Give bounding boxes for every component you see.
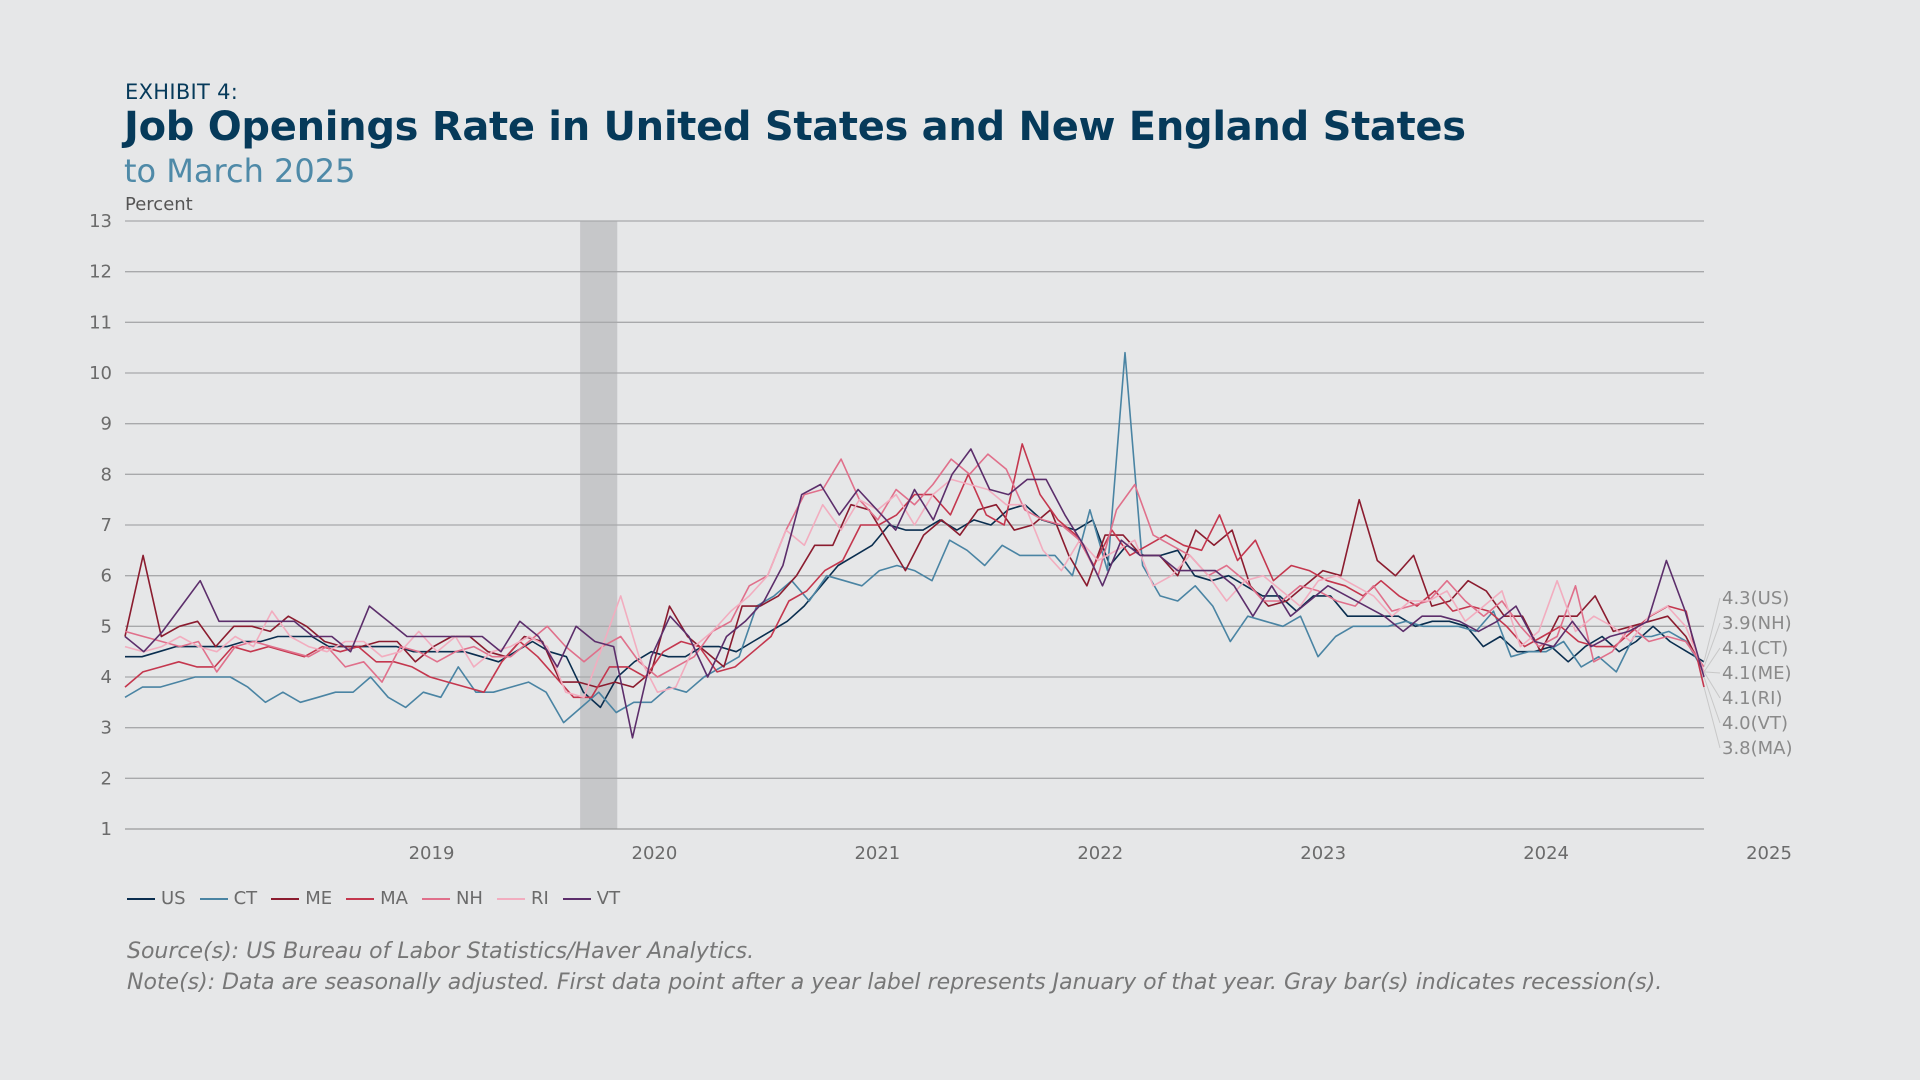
- legend-label: VT: [596, 888, 621, 909]
- x-tick-label: 2021: [854, 843, 900, 864]
- end-label-me: 4.1(ME): [1722, 663, 1792, 684]
- legend-label: MA: [380, 888, 408, 909]
- end-label-leader: [1703, 597, 1721, 662]
- legend-label: US: [161, 888, 186, 909]
- legend-label: ME: [305, 888, 333, 909]
- x-tick-label: 2020: [632, 843, 678, 864]
- legend-item-vt: VT: [562, 888, 621, 909]
- end-label-nh: 3.9(NH): [1722, 613, 1792, 634]
- y-tick-label: 7: [101, 515, 112, 536]
- x-tick-label: 2022: [1077, 843, 1123, 864]
- end-label-leader: [1703, 687, 1721, 749]
- x-tick-label: 2025: [1746, 843, 1792, 864]
- y-tick-label: 12: [89, 262, 112, 283]
- legend-swatch: [346, 897, 375, 900]
- y-tick-label: 13: [89, 211, 112, 232]
- legend-swatch: [421, 897, 450, 900]
- note-text: Note(s): Data are seasonally adjusted. F…: [127, 970, 1663, 995]
- end-label-leader: [1703, 671, 1721, 674]
- legend-label: RI: [530, 888, 549, 909]
- legend-swatch: [562, 897, 591, 900]
- series-line-us: [125, 503, 1705, 709]
- y-tick-label: 4: [101, 667, 112, 688]
- legend-swatch: [496, 897, 525, 900]
- legend-item-ct: CT: [199, 888, 258, 909]
- y-tick-label: 1: [101, 819, 112, 840]
- end-label-leader: [1703, 676, 1721, 724]
- chart-legend: US CT ME MA NH RI VT: [127, 888, 620, 909]
- legend-label: CT: [233, 888, 258, 909]
- end-label-leader: [1703, 622, 1721, 668]
- chart-title: Job Openings Rate in United States and N…: [124, 104, 1466, 150]
- legend-item-ma: MA: [346, 888, 408, 909]
- y-tick-label: 5: [101, 616, 112, 637]
- legend-item-nh: NH: [421, 888, 483, 909]
- legend-swatch: [271, 897, 300, 900]
- series-line-vt: [124, 448, 1705, 739]
- y-tick-label: 2: [101, 768, 112, 789]
- series-line-ma: [124, 443, 1705, 699]
- end-label-vt: 4.0(VT): [1722, 713, 1788, 734]
- y-tick-label: 3: [101, 718, 112, 739]
- end-label-leader: [1703, 671, 1721, 699]
- series-line-ri: [124, 478, 1705, 699]
- legend-label: NH: [455, 888, 483, 909]
- end-label-ct: 4.1(CT): [1722, 638, 1788, 659]
- chart-subtitle: to March 2025: [124, 152, 356, 190]
- y-tick-label: 10: [89, 363, 112, 384]
- y-tick-label: 8: [101, 464, 112, 485]
- source-text: Source(s): US Bureau of Labor Statistics…: [127, 939, 755, 964]
- y-tick-label: 9: [101, 414, 112, 435]
- y-tick-label: 6: [101, 566, 112, 587]
- end-label-ma: 3.8(MA): [1722, 738, 1793, 759]
- legend-swatch: [199, 897, 228, 900]
- x-tick-label: 2023: [1300, 843, 1346, 864]
- end-label-ri: 4.1(RI): [1722, 688, 1783, 709]
- legend-item-ri: RI: [496, 888, 549, 909]
- end-label-leader: [1703, 647, 1721, 673]
- end-label-us: 4.3(US): [1722, 588, 1789, 609]
- y-axis-unit-label: Percent: [125, 194, 193, 215]
- legend-item-me: ME: [271, 888, 332, 909]
- series-line-nh: [124, 453, 1705, 683]
- exhibit-label: EXHIBIT 4:: [125, 80, 239, 104]
- series-line-me: [124, 498, 1705, 688]
- legend-swatch: [127, 897, 155, 900]
- x-tick-label: 2019: [409, 843, 455, 864]
- series-line-ct: [124, 351, 1705, 724]
- x-tick-label: 2024: [1523, 843, 1569, 864]
- legend-item-us: US: [127, 888, 186, 909]
- y-tick-label: 11: [89, 312, 112, 333]
